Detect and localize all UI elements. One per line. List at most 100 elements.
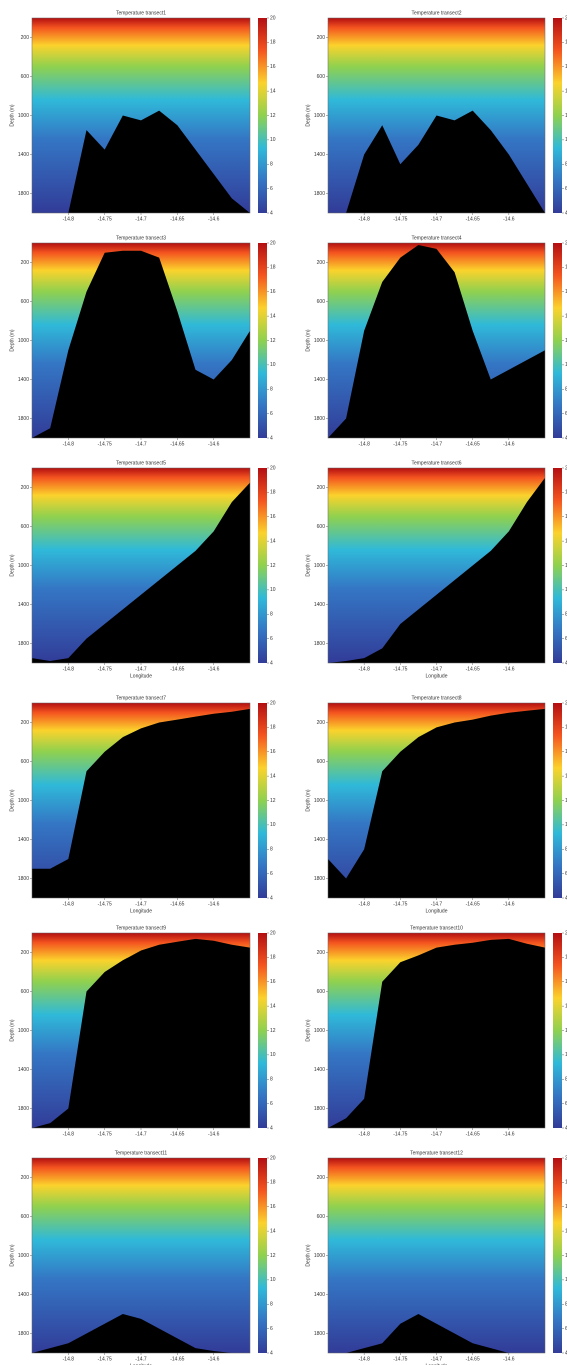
y-tick-label: 600: [317, 1214, 326, 1220]
y-axis-label: Depth (m): [305, 1244, 311, 1267]
y-tick-label: 200: [21, 35, 30, 41]
panel-title: Temperature transect1: [116, 10, 166, 16]
x-tick-label: -14.7: [431, 216, 443, 222]
seafloor: [328, 244, 545, 438]
x-tick-label: -14.7: [135, 441, 147, 447]
y-tick-label: 1800: [18, 416, 29, 422]
y-tick-label: 1000: [18, 563, 29, 569]
y-tick-label: 1800: [314, 641, 325, 647]
colorbar-tick-label: 18: [565, 490, 567, 496]
x-tick-label: -14.8: [63, 666, 75, 672]
colorbar-tick-label: 10: [270, 362, 276, 368]
y-tick-label: 1400: [314, 1292, 325, 1298]
panel-title: Temperature transect8: [411, 695, 461, 701]
seafloor: [328, 708, 545, 898]
y-axis-label: Depth (m): [305, 104, 311, 127]
x-tick-label: -14.6: [208, 1131, 220, 1137]
x-tick-label: -14.8: [63, 216, 75, 222]
y-tick-label: 200: [317, 1175, 326, 1181]
y-tick-label: 200: [21, 950, 30, 956]
y-tick-label: 1000: [314, 798, 325, 804]
seafloor: [328, 110, 545, 213]
x-tick-label: -14.6: [208, 216, 220, 222]
y-axis-label: Depth (m): [9, 554, 15, 577]
panel: Temperature transect10 -14.8 -14.75 -14.7 -1…: [305, 925, 567, 1137]
colorbar-tick-label: 18: [565, 40, 567, 46]
x-tick-label: -14.7: [431, 901, 443, 907]
y-axis-label: Depth (m): [305, 554, 311, 577]
y-tick-label: 1400: [314, 152, 325, 158]
x-tick-label: -14.75: [98, 1131, 112, 1137]
colorbar: [553, 933, 562, 1128]
colorbar: [258, 468, 267, 663]
colorbar-tick-label: 10: [565, 1277, 567, 1283]
seafloor: [32, 938, 250, 1128]
y-tick-label: 1400: [18, 602, 29, 608]
panel: Temperature transect12 -14.8 -14.75 -14.7 -1…: [305, 1150, 567, 1365]
y-tick-label: 1800: [18, 876, 29, 882]
y-tick-label: 1800: [18, 191, 29, 197]
colorbar-tick-label: 16: [270, 979, 276, 985]
x-tick-label: -14.65: [466, 1356, 480, 1362]
panel-title: Temperature transect6: [411, 460, 461, 466]
y-tick-label: 600: [317, 74, 326, 80]
colorbar-tick-label: 20: [270, 465, 276, 471]
x-tick-label: -14.6: [208, 441, 220, 447]
x-tick-label: -14.65: [170, 666, 184, 672]
colorbar-tick-label: 8: [270, 1302, 273, 1308]
colorbar: [258, 703, 267, 898]
colorbar: [553, 1158, 562, 1353]
x-tick-label: -14.6: [503, 1356, 515, 1362]
x-tick-label: -14.65: [466, 441, 480, 447]
x-tick-label: -14.6: [503, 666, 515, 672]
colorbar-tick-label: 12: [270, 563, 276, 569]
y-tick-label: 200: [317, 260, 326, 266]
colorbar-tick-label: 16: [565, 749, 567, 755]
panel: Temperature transect6 -14.8 -14.75 -14.7 -14…: [305, 460, 567, 679]
colorbar-tick-label: 20: [270, 240, 276, 246]
colorbar-tick-label: 18: [270, 40, 276, 46]
panel: Temperature transect3 -14.8 -14.75 -14.7 -14…: [9, 235, 275, 447]
y-tick-label: 200: [317, 950, 326, 956]
panel: Temperature transect5 -14.8 -14.75 -14.7 -14…: [9, 460, 275, 679]
y-tick-label: 600: [21, 74, 30, 80]
x-tick-label: -14.6: [503, 901, 515, 907]
colorbar-tick-label: 4: [270, 895, 273, 901]
panel-title: Temperature transect7: [116, 695, 166, 701]
colorbar-tick-label: 8: [270, 612, 273, 618]
x-tick-label: -14.7: [431, 1131, 443, 1137]
colorbar-tick-label: 8: [565, 162, 567, 168]
y-tick-label: 200: [21, 260, 30, 266]
colorbar-tick-label: 4: [270, 660, 273, 666]
y-tick-label: 1400: [314, 1067, 325, 1073]
colorbar-tick-label: 20: [565, 465, 567, 471]
colorbar-tick-label: 16: [565, 514, 567, 520]
y-tick-label: 600: [317, 524, 326, 530]
y-tick-label: 600: [317, 989, 326, 995]
x-tick-label: -14.7: [431, 1356, 443, 1362]
y-tick-label: 1000: [18, 798, 29, 804]
colorbar-tick-label: 6: [565, 1326, 567, 1332]
colorbar-tick-label: 6: [270, 636, 273, 642]
colorbar: [553, 468, 562, 663]
colorbar-tick-label: 8: [565, 1302, 567, 1308]
x-tick-label: -14.65: [466, 216, 480, 222]
x-tick-label: -14.8: [63, 1131, 75, 1137]
colorbar-tick-label: 10: [565, 362, 567, 368]
colorbar-tick-label: 10: [270, 1052, 276, 1058]
x-tick-label: -14.8: [358, 901, 370, 907]
panel-title: Temperature transect12: [410, 1150, 463, 1156]
colorbar-tick-label: 8: [565, 612, 567, 618]
colorbar-tick-label: 14: [270, 313, 276, 319]
colorbar-tick-label: 6: [565, 871, 567, 877]
x-tick-label: -14.75: [393, 1131, 407, 1137]
colorbar-tick-label: 12: [270, 113, 276, 119]
x-axis-label: Longitude: [426, 1363, 448, 1365]
panel-title: Temperature transect3: [116, 235, 166, 241]
y-tick-label: 1400: [314, 377, 325, 383]
colorbar-tick-label: 4: [565, 895, 567, 901]
colorbar-tick-label: 20: [565, 15, 567, 21]
x-tick-label: -14.65: [466, 901, 480, 907]
y-tick-label: 1000: [314, 113, 325, 119]
